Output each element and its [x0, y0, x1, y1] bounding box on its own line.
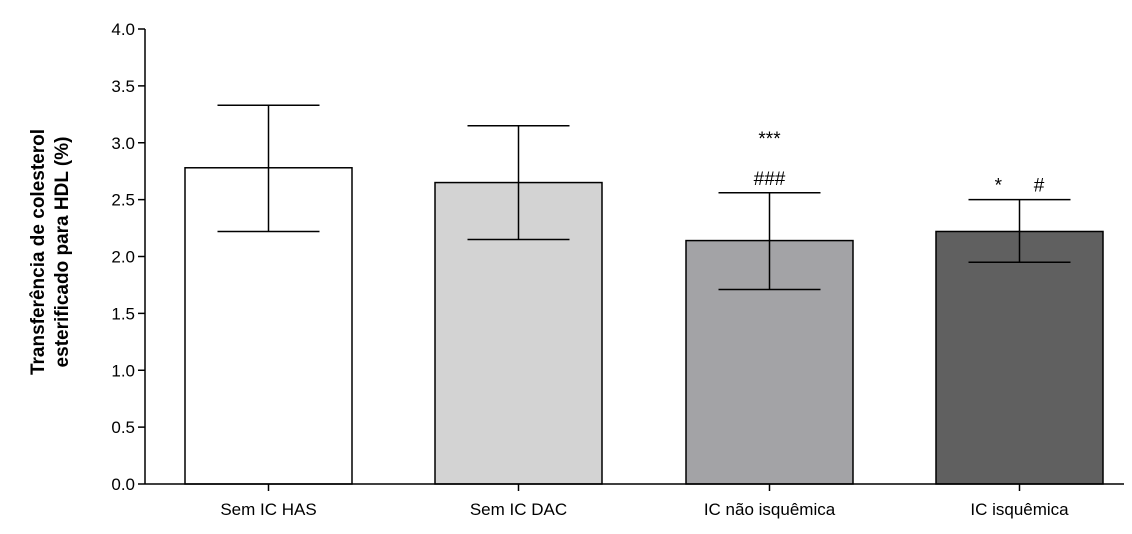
x-tick-label: Sem IC DAC — [470, 500, 567, 519]
y-axis: 0.0 0.5 1.0 1.5 2.0 2.5 3.0 3.5 4.0 — [111, 20, 146, 494]
y-tick-label: 3.0 — [111, 134, 135, 153]
error-bars — [217, 104, 1071, 291]
y-tick-label: 2.5 — [111, 191, 135, 210]
x-tick-label: Sem IC HAS — [220, 500, 316, 519]
y-tick-label: 0.5 — [111, 418, 135, 437]
y-tick-label: 1.5 — [111, 304, 135, 323]
x-tick-label: IC não isquêmica — [704, 500, 836, 519]
significance-annotation: * # — [995, 176, 1045, 197]
error-bar — [217, 104, 320, 233]
y-axis-title: Transferência de colesterol esterificado… — [28, 129, 73, 375]
x-axis: Sem IC HAS Sem IC DAC IC não isquêmica IC i… — [145, 483, 1124, 519]
bars — [184, 167, 1104, 485]
error-bar — [467, 124, 570, 241]
y-tick-label: 0.0 — [111, 475, 135, 494]
x-tick-label: IC isquêmica — [970, 500, 1069, 519]
y-tick-label: 2.0 — [111, 248, 135, 267]
significance-annotation: *** — [758, 129, 781, 150]
y-axis-title-line-1: Transferência de colesterol — [28, 129, 49, 375]
significance-annotations: *** ### * # — [754, 129, 1045, 197]
error-bar — [718, 192, 821, 291]
error-bar — [968, 198, 1071, 263]
y-tick-label: 3.5 — [111, 77, 135, 96]
significance-annotation: ### — [754, 169, 786, 190]
y-axis-title-line-2: esterificado para HDL (%) — [52, 137, 73, 368]
bar — [935, 230, 1104, 485]
y-tick-label: 1.0 — [111, 361, 135, 380]
y-tick-label: 4.0 — [111, 20, 135, 39]
